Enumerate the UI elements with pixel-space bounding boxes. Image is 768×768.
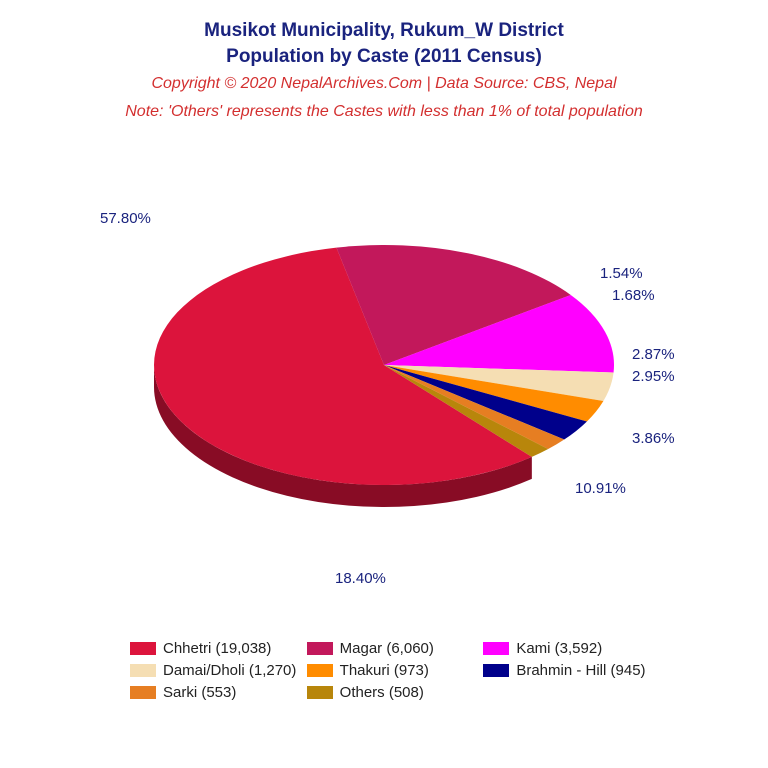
copyright-line: Copyright © 2020 NepalArchives.Com | Dat… xyxy=(0,75,768,93)
legend-item: Magar (6,060) xyxy=(307,640,474,657)
legend-label: Damai/Dholi (1,270) xyxy=(163,662,296,679)
legend-item: Brahmin - Hill (945) xyxy=(483,662,650,679)
pct-label: 2.95% xyxy=(632,368,675,385)
legend-item: Thakuri (973) xyxy=(307,662,474,679)
note-line: Note: 'Others' represents the Castes wit… xyxy=(0,103,768,121)
chart-title-line1: Musikot Municipality, Rukum_W District xyxy=(0,18,768,44)
legend-swatch xyxy=(307,686,333,699)
legend-swatch xyxy=(130,686,156,699)
legend-item: Damai/Dholi (1,270) xyxy=(130,662,297,679)
title-block: Musikot Municipality, Rukum_W District P… xyxy=(0,0,768,121)
legend-swatch xyxy=(130,642,156,655)
legend: Chhetri (19,038) Magar (6,060) Kami (3,592… xyxy=(130,640,650,701)
pct-label: 1.68% xyxy=(612,287,655,304)
legend-swatch xyxy=(483,664,509,677)
pct-label: 1.54% xyxy=(600,265,643,282)
legend-swatch xyxy=(130,664,156,677)
legend-label: Chhetri (19,038) xyxy=(163,640,271,657)
legend-label: Kami (3,592) xyxy=(516,640,602,657)
legend-label: Sarki (553) xyxy=(163,684,236,701)
legend-swatch xyxy=(483,642,509,655)
legend-swatch xyxy=(307,642,333,655)
legend-label: Brahmin - Hill (945) xyxy=(516,662,645,679)
pct-label: 3.86% xyxy=(632,430,675,447)
legend-item: Chhetri (19,038) xyxy=(130,640,297,657)
pie-chart: 57.80% 18.40% 10.91% 3.86% 2.95% 2.87% 1.68% 1.… xyxy=(0,170,768,590)
chart-title-line2: Population by Caste (2011 Census) xyxy=(0,44,768,70)
legend-swatch xyxy=(307,664,333,677)
pct-label: 10.91% xyxy=(575,480,626,497)
pct-label: 18.40% xyxy=(335,570,386,587)
legend-item: Kami (3,592) xyxy=(483,640,650,657)
legend-label: Others (508) xyxy=(340,684,424,701)
pct-label: 57.80% xyxy=(100,210,151,227)
legend-item: Others (508) xyxy=(307,684,474,701)
legend-item: Sarki (553) xyxy=(130,684,297,701)
legend-label: Magar (6,060) xyxy=(340,640,434,657)
legend-label: Thakuri (973) xyxy=(340,662,429,679)
pct-label: 2.87% xyxy=(632,346,675,363)
pie-svg xyxy=(144,240,624,510)
